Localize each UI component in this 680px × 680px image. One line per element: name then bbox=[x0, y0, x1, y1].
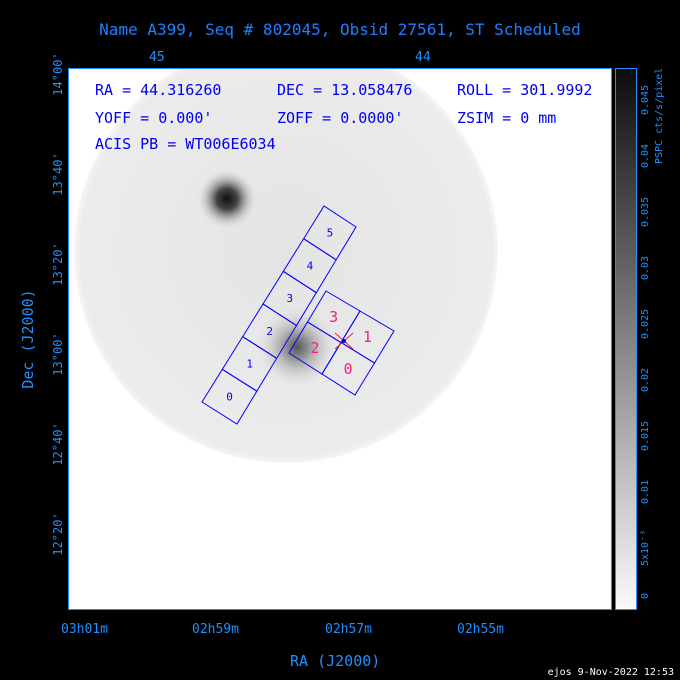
x-tick-label: 02h59m bbox=[192, 622, 239, 637]
y-tick-label: 12°20' bbox=[51, 512, 65, 556]
colorbar-tick: 0 bbox=[640, 592, 651, 600]
y-tick-label: 13°20' bbox=[51, 242, 65, 286]
zoff-value: ZOFF = 0.0000' bbox=[277, 109, 404, 127]
chip-label: 0 bbox=[344, 360, 353, 378]
colorbar-tick: 5x10⁻³ bbox=[640, 529, 651, 567]
x-tick-label: 02h55m bbox=[457, 622, 504, 637]
y-tick-label: 13°40' bbox=[51, 152, 65, 196]
y-tick-label: 13°00' bbox=[51, 332, 65, 376]
chip-label: 4 bbox=[307, 259, 314, 272]
colorbar-tick: 0.02 bbox=[640, 367, 651, 393]
y-axis-label: Dec (J2000) bbox=[19, 289, 37, 389]
top-tick: 44 bbox=[415, 50, 431, 65]
cluster-emission bbox=[257, 307, 337, 387]
chip-label: 3 bbox=[329, 308, 338, 326]
chip-label: 1 bbox=[246, 358, 253, 371]
colorbar-tick: 0.015 bbox=[640, 420, 651, 452]
top-tick: 45 bbox=[149, 50, 165, 65]
chip-label: 5 bbox=[327, 227, 334, 240]
yoff-value: YOFF = 0.000' bbox=[95, 109, 213, 127]
colorbar-tick: 0.04 bbox=[640, 143, 651, 169]
colorbar-tick: 0.045 bbox=[640, 84, 651, 116]
roll-value: ROLL = 301.9992 bbox=[457, 81, 593, 99]
chip-label: 3 bbox=[286, 292, 293, 305]
colorbar-tick: 0.01 bbox=[640, 479, 651, 505]
acis-pb-value: ACIS PB = WT006E6034 bbox=[95, 135, 276, 153]
x-tick-label: 03h01m bbox=[61, 622, 108, 637]
colorbar-tick: 0.035 bbox=[640, 196, 651, 228]
chip-label: 2 bbox=[310, 339, 319, 357]
bright-source bbox=[197, 169, 257, 229]
colorbar bbox=[615, 68, 637, 610]
footer-timestamp: ejos 9-Nov-2022 12:53 bbox=[547, 667, 674, 678]
chip-label: 0 bbox=[226, 390, 233, 403]
x-axis-label: RA (J2000) bbox=[290, 652, 381, 670]
x-tick-label: 02h57m bbox=[325, 622, 372, 637]
y-tick-label: 14°00' bbox=[51, 52, 65, 96]
plot-title: Name A399, Seq # 802045, Obsid 27561, ST… bbox=[99, 20, 581, 39]
chip-outline bbox=[302, 205, 357, 261]
colorbar-tick: 0.03 bbox=[640, 255, 651, 281]
aimpoint-marker bbox=[334, 332, 354, 350]
field-of-view bbox=[74, 69, 498, 463]
dec-value: DEC = 13.058476 bbox=[277, 81, 413, 99]
zsim-value: ZSIM = 0 mm bbox=[457, 109, 557, 127]
chip-label: 2 bbox=[266, 325, 273, 338]
y-tick-label: 12°40' bbox=[51, 422, 65, 466]
chip-label: 1 bbox=[363, 328, 372, 346]
colorbar-tick: 0.025 bbox=[640, 308, 651, 340]
colorbar-label: PSPC cts/s/pixel bbox=[654, 67, 665, 164]
ra-value: RA = 44.316260 bbox=[95, 81, 222, 99]
chip-outline bbox=[340, 310, 395, 364]
